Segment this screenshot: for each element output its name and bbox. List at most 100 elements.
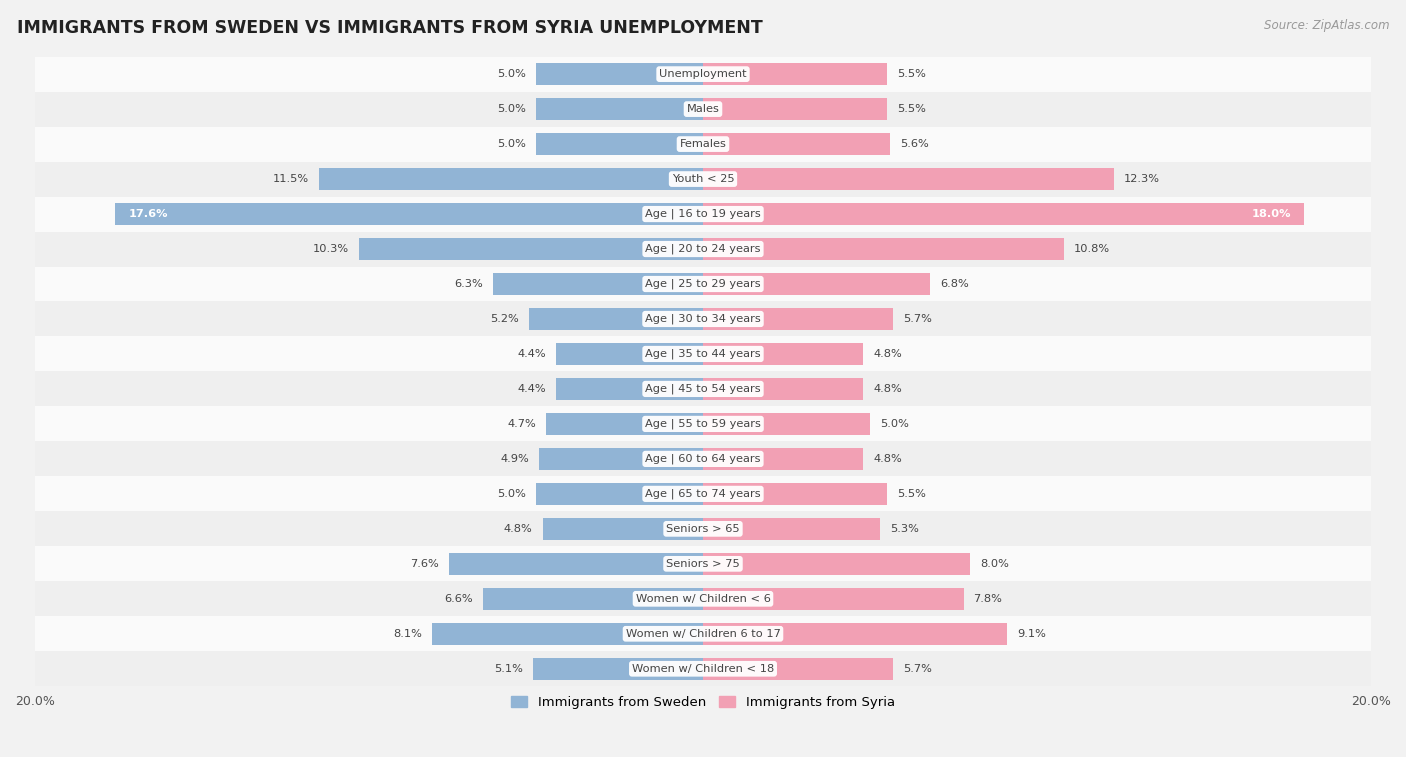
Text: Age | 25 to 29 years: Age | 25 to 29 years bbox=[645, 279, 761, 289]
Bar bbox=[529, 308, 703, 330]
Text: Women w/ Children < 6: Women w/ Children < 6 bbox=[636, 593, 770, 604]
Text: 18.0%: 18.0% bbox=[1251, 209, 1291, 219]
Bar bbox=[703, 308, 893, 330]
Text: 5.5%: 5.5% bbox=[897, 69, 925, 79]
Text: 5.7%: 5.7% bbox=[904, 314, 932, 324]
Text: 6.8%: 6.8% bbox=[941, 279, 969, 289]
Bar bbox=[35, 301, 1371, 336]
Bar bbox=[433, 623, 703, 645]
Bar bbox=[533, 658, 703, 680]
Bar bbox=[546, 413, 703, 435]
Text: 5.7%: 5.7% bbox=[904, 664, 932, 674]
Bar bbox=[536, 133, 703, 155]
Legend: Immigrants from Sweden, Immigrants from Syria: Immigrants from Sweden, Immigrants from … bbox=[506, 690, 900, 715]
Bar bbox=[703, 378, 863, 400]
Bar bbox=[703, 553, 970, 575]
Bar bbox=[703, 448, 863, 470]
Bar bbox=[319, 168, 703, 190]
Text: 5.0%: 5.0% bbox=[880, 419, 908, 429]
Bar bbox=[703, 413, 870, 435]
Bar bbox=[492, 273, 703, 294]
Bar bbox=[536, 98, 703, 120]
Text: 5.1%: 5.1% bbox=[494, 664, 523, 674]
Text: Age | 16 to 19 years: Age | 16 to 19 years bbox=[645, 209, 761, 220]
Text: Age | 45 to 54 years: Age | 45 to 54 years bbox=[645, 384, 761, 394]
Bar bbox=[35, 197, 1371, 232]
Text: 5.5%: 5.5% bbox=[897, 104, 925, 114]
Bar bbox=[703, 343, 863, 365]
Text: 5.5%: 5.5% bbox=[897, 489, 925, 499]
Bar bbox=[703, 273, 931, 294]
Text: Females: Females bbox=[679, 139, 727, 149]
Text: Age | 55 to 59 years: Age | 55 to 59 years bbox=[645, 419, 761, 429]
Bar bbox=[449, 553, 703, 575]
Bar bbox=[703, 588, 963, 609]
Bar bbox=[35, 512, 1371, 547]
Text: 4.8%: 4.8% bbox=[503, 524, 533, 534]
Bar bbox=[35, 476, 1371, 512]
Bar bbox=[482, 588, 703, 609]
Bar bbox=[540, 448, 703, 470]
Text: 4.8%: 4.8% bbox=[873, 349, 903, 359]
Text: Age | 20 to 24 years: Age | 20 to 24 years bbox=[645, 244, 761, 254]
Bar bbox=[555, 378, 703, 400]
Bar bbox=[703, 168, 1114, 190]
Text: Seniors > 65: Seniors > 65 bbox=[666, 524, 740, 534]
Text: 5.0%: 5.0% bbox=[498, 104, 526, 114]
Bar bbox=[703, 623, 1007, 645]
Text: Age | 35 to 44 years: Age | 35 to 44 years bbox=[645, 349, 761, 360]
Text: 5.0%: 5.0% bbox=[498, 69, 526, 79]
Bar bbox=[35, 232, 1371, 266]
Bar bbox=[35, 266, 1371, 301]
Bar bbox=[543, 518, 703, 540]
Bar bbox=[35, 92, 1371, 126]
Text: Seniors > 75: Seniors > 75 bbox=[666, 559, 740, 569]
Text: 8.0%: 8.0% bbox=[980, 559, 1010, 569]
Text: 10.8%: 10.8% bbox=[1074, 244, 1109, 254]
Text: 4.8%: 4.8% bbox=[873, 384, 903, 394]
Text: Age | 30 to 34 years: Age | 30 to 34 years bbox=[645, 313, 761, 324]
Bar bbox=[35, 372, 1371, 407]
Bar bbox=[35, 161, 1371, 197]
Text: IMMIGRANTS FROM SWEDEN VS IMMIGRANTS FROM SYRIA UNEMPLOYMENT: IMMIGRANTS FROM SWEDEN VS IMMIGRANTS FRO… bbox=[17, 19, 762, 37]
Text: 9.1%: 9.1% bbox=[1017, 629, 1046, 639]
Text: 4.4%: 4.4% bbox=[517, 384, 546, 394]
Bar bbox=[35, 581, 1371, 616]
Text: Women w/ Children < 18: Women w/ Children < 18 bbox=[631, 664, 775, 674]
Bar bbox=[536, 483, 703, 505]
Bar bbox=[703, 98, 887, 120]
Text: 5.3%: 5.3% bbox=[890, 524, 920, 534]
Text: 4.9%: 4.9% bbox=[501, 454, 529, 464]
Bar bbox=[35, 441, 1371, 476]
Text: 7.8%: 7.8% bbox=[973, 593, 1002, 604]
Text: 12.3%: 12.3% bbox=[1123, 174, 1160, 184]
Bar bbox=[703, 518, 880, 540]
Text: 6.3%: 6.3% bbox=[454, 279, 482, 289]
Text: Women w/ Children 6 to 17: Women w/ Children 6 to 17 bbox=[626, 629, 780, 639]
Text: 4.4%: 4.4% bbox=[517, 349, 546, 359]
Bar bbox=[35, 407, 1371, 441]
Text: Unemployment: Unemployment bbox=[659, 69, 747, 79]
Bar bbox=[703, 203, 1305, 225]
Bar bbox=[35, 336, 1371, 372]
Text: 8.1%: 8.1% bbox=[394, 629, 422, 639]
Bar bbox=[703, 483, 887, 505]
Bar bbox=[35, 651, 1371, 687]
Text: 5.0%: 5.0% bbox=[498, 139, 526, 149]
Bar bbox=[703, 238, 1064, 260]
Bar bbox=[703, 133, 890, 155]
Bar bbox=[115, 203, 703, 225]
Text: 10.3%: 10.3% bbox=[312, 244, 349, 254]
Bar bbox=[35, 57, 1371, 92]
Text: Age | 65 to 74 years: Age | 65 to 74 years bbox=[645, 488, 761, 499]
Text: Age | 60 to 64 years: Age | 60 to 64 years bbox=[645, 453, 761, 464]
Text: 5.0%: 5.0% bbox=[498, 489, 526, 499]
Text: 4.7%: 4.7% bbox=[508, 419, 536, 429]
Text: 17.6%: 17.6% bbox=[128, 209, 167, 219]
Text: Youth < 25: Youth < 25 bbox=[672, 174, 734, 184]
Text: Source: ZipAtlas.com: Source: ZipAtlas.com bbox=[1264, 19, 1389, 32]
Bar bbox=[35, 547, 1371, 581]
Text: 5.2%: 5.2% bbox=[491, 314, 519, 324]
Text: 11.5%: 11.5% bbox=[273, 174, 309, 184]
Bar bbox=[35, 616, 1371, 651]
